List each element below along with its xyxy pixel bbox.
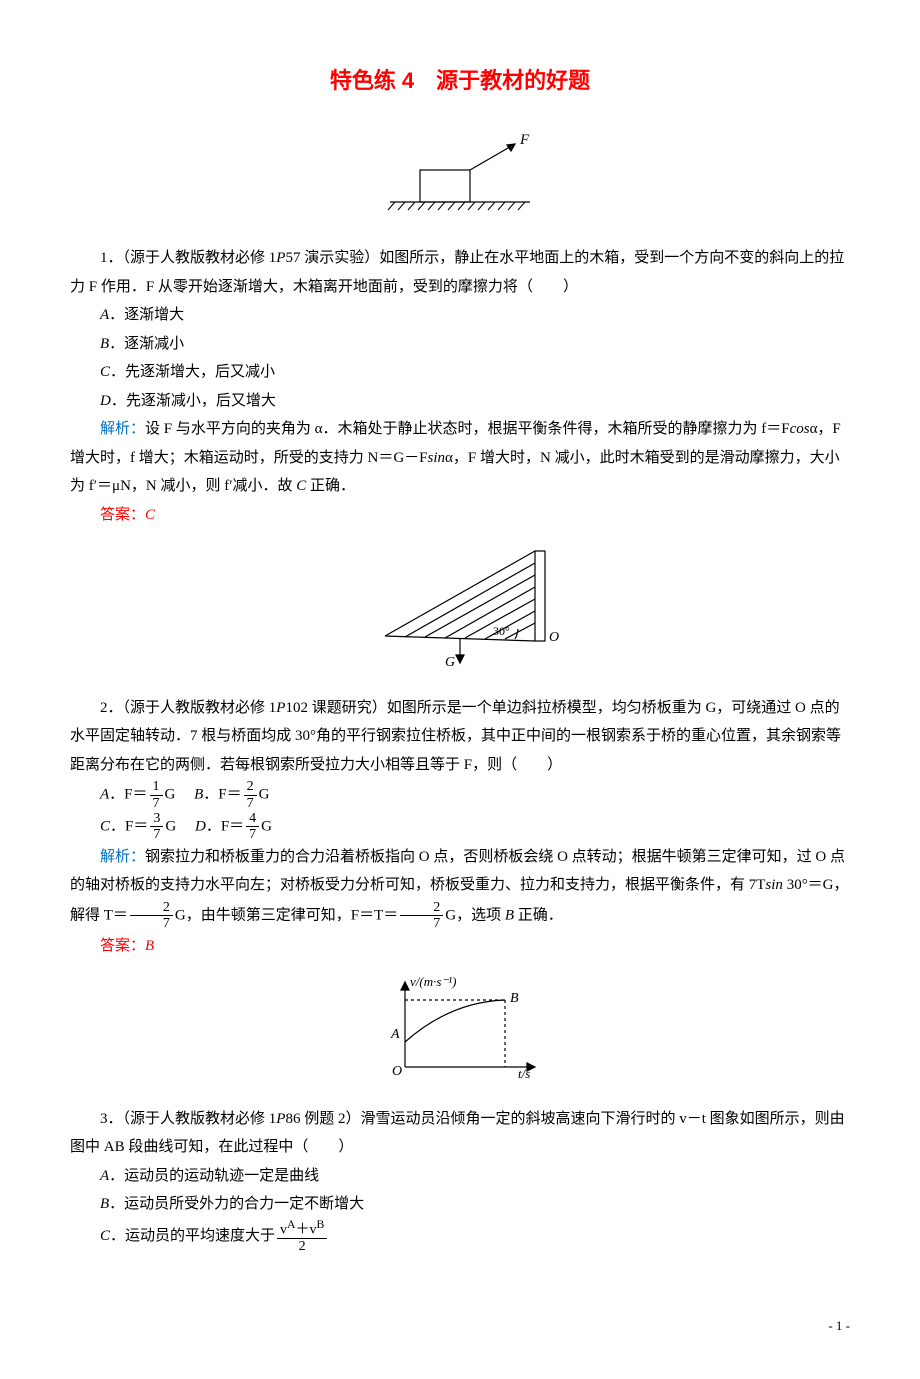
q1-option-d: D．先逐渐减小，后又增大	[100, 387, 850, 416]
fig3-ylabel: v/(m·s⁻¹)	[410, 974, 457, 989]
fig2-O: O	[549, 630, 559, 645]
q1-analysis: 解析：设 F 与水平方向的夹角为 α．木箱处于静止状态时，根据平衡条件得，木箱所…	[70, 415, 850, 501]
figure-3: v/(m·s⁻¹) A B O t/s	[70, 972, 850, 1093]
q3-stem: 3．（源于人教版教材必修 1P86 例题 2）滑雪运动员沿倾角一定的斜坡高速向下…	[70, 1105, 850, 1162]
q2-option-ab: A．F＝17G B．F＝27G	[100, 779, 850, 811]
q3-option-b: B．运动员所受外力的合力一定不断增大	[100, 1190, 850, 1219]
fig2-angle: 30°	[493, 624, 510, 638]
fig1-F-label: F	[519, 132, 530, 148]
q3-option-c: C．运动员的平均速度大于vA＋vB2	[100, 1219, 850, 1254]
q2-answer: 答案：B	[70, 932, 850, 961]
q1-option-a: A．逐渐增大	[100, 301, 850, 330]
figure-2: 30° O G	[70, 541, 850, 682]
fig3-O: O	[392, 1064, 402, 1079]
q1-answer: 答案：C	[70, 501, 850, 530]
page-number: - 1 -	[70, 1314, 850, 1339]
page-title: 特色练 4 源于教材的好题	[70, 60, 850, 102]
q3-option-a: A．运动员的运动轨迹一定是曲线	[100, 1162, 850, 1191]
q1-option-c: C．先逐渐增大，后又减小	[100, 358, 850, 387]
fig3-A: A	[390, 1027, 400, 1042]
q2-stem: 2．（源于人教版教材必修 1P102 课题研究）如图所示是一个单边斜拉桥模型，均…	[70, 694, 850, 780]
q1-option-b: B．逐渐减小	[100, 330, 850, 359]
fig3-xlabel: t/s	[518, 1066, 530, 1081]
fig3-B: B	[510, 991, 519, 1006]
q1-stem: 1．（源于人教版教材必修 1P57 演示实验）如图所示，静止在水平地面上的木箱，…	[70, 244, 850, 301]
figure-1: F	[70, 132, 850, 233]
fig2-G: G	[445, 655, 455, 670]
q2-option-cd: C．F＝37G D．F＝47G	[100, 811, 850, 843]
q2-analysis: 解析：钢索拉力和桥板重力的合力沿着桥板指向 O 点，否则桥板会绕 O 点转动；根…	[70, 843, 850, 932]
